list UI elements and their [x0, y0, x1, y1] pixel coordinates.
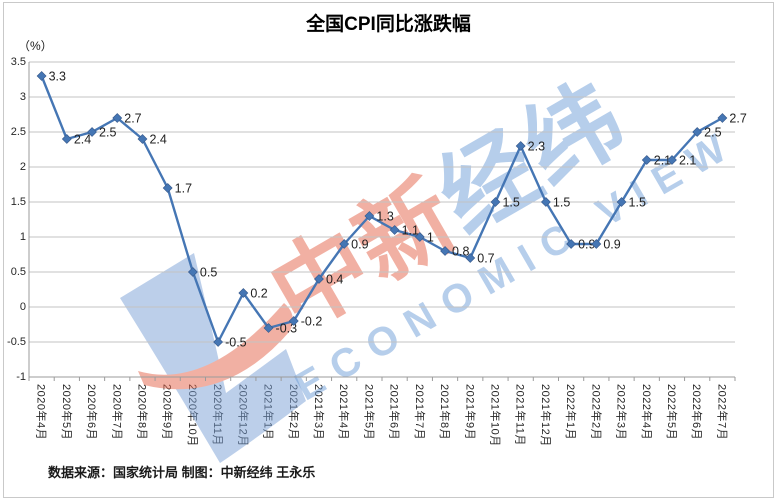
data-point-marker	[61, 134, 72, 144]
data-point-marker	[490, 197, 501, 207]
x-axis-tick-label: 2021年4月	[337, 384, 350, 441]
x-axis-tick-label: 2021年6月	[387, 384, 400, 441]
data-point-marker	[314, 274, 324, 284]
x-axis-tick-label: 2020年4月	[34, 384, 47, 441]
data-point-marker	[566, 239, 577, 249]
data-point-marker	[36, 71, 47, 81]
data-point-label: 0.5	[200, 266, 217, 280]
data-point-label: 2.5	[99, 126, 116, 140]
line-chart-plot-area: 3.32.4 2.52.72.41.70.5-0.50.2-0.3 -0.20.40…	[28, 61, 747, 381]
y-axis-tick-label: -0.5	[7, 335, 26, 348]
x-axis-tick-label: 2022年3月	[614, 384, 627, 441]
data-point-marker	[591, 239, 602, 249]
x-axis-tick-label: 2020年12月	[236, 384, 249, 447]
y-axis-tick-label: 1.5	[10, 195, 26, 208]
y-axis-tick-label: -1	[16, 370, 26, 383]
data-point-marker	[213, 337, 224, 347]
data-point-marker	[440, 246, 450, 256]
data-point-label: 0.7	[477, 252, 494, 266]
data-point-marker	[465, 253, 476, 263]
data-point-marker	[616, 197, 627, 207]
data-point-marker	[515, 141, 526, 151]
data-point-marker	[667, 155, 677, 165]
x-axis-tick-label: 2020年9月	[160, 384, 173, 441]
y-axis-tick-label: 0.5	[10, 265, 26, 278]
data-point-label: 0.4	[326, 273, 343, 287]
data-point-label: 1	[427, 231, 434, 245]
data-point-label: 0.9	[351, 238, 368, 252]
x-axis-tick-label: 2021年3月	[311, 384, 324, 441]
data-point-label: 1.7	[175, 182, 192, 196]
data-point-label: 2.1	[679, 154, 696, 168]
data-point-marker	[339, 239, 350, 249]
data-point-label: 1.5	[553, 196, 570, 210]
data-point-label: 0.9	[578, 238, 595, 252]
data-point-label: 2.7	[729, 112, 746, 126]
data-point-label: 2.3	[528, 140, 545, 154]
data-point-marker	[137, 134, 148, 144]
x-axis-tick-label: 2021年7月	[412, 384, 425, 441]
x-axis-tick-label: 2021年2月	[286, 384, 299, 441]
y-axis-tick-label: 3.5	[10, 55, 26, 68]
x-axis-tick-label: 2020年11月	[211, 384, 224, 446]
data-point-label: 1.1	[402, 224, 419, 238]
data-point-label: 2.1	[654, 154, 671, 168]
data-point-label: 0.2	[250, 287, 267, 301]
data-point-marker	[540, 197, 551, 207]
data-point-label: 2.4	[74, 133, 91, 147]
data-point-marker	[187, 267, 198, 277]
data-point-marker	[112, 113, 123, 123]
data-point-marker	[717, 113, 728, 123]
data-source-credit: 数据来源：国家统计局 制图：中新经纬 王永乐	[48, 465, 316, 480]
data-point-label: -0.5	[225, 336, 247, 350]
x-axis-tick-label: 2022年1月	[564, 384, 577, 441]
data-point-marker	[414, 232, 425, 242]
x-axis-tick-label: 2022年7月	[715, 384, 728, 441]
data-point-label: 3.3	[49, 70, 66, 84]
x-axis-tick-label: 2021年8月	[438, 384, 451, 441]
data-point-marker	[389, 225, 400, 235]
y-axis-unit-label: （%）	[18, 39, 53, 53]
data-point-marker	[364, 211, 375, 221]
data-point-label: 0.8	[452, 245, 469, 259]
y-axis-tick-label: 2	[19, 160, 26, 173]
cpi-series-line	[40, 74, 724, 344]
x-axis-tick-label: 2020年5月	[59, 384, 72, 441]
x-axis-tick-label: 2022年6月	[690, 384, 703, 441]
x-axis-tick-label: 2020年8月	[135, 384, 148, 441]
data-point-label: 2.5	[704, 126, 721, 140]
x-axis-tick-label: 2021年9月	[463, 384, 476, 441]
y-axis-tick-label: 3	[19, 90, 26, 103]
x-axis-tick-label: 2021年11月	[513, 384, 526, 446]
data-point-label: 2.7	[124, 112, 141, 126]
y-axis-tick-label: 0	[19, 300, 26, 313]
data-point-marker	[692, 127, 703, 137]
x-axis-tick-label: 2021年12月	[538, 384, 551, 447]
data-point-label: 2.4	[149, 133, 166, 147]
data-point-label: 1.5	[502, 196, 519, 210]
data-point-marker	[641, 155, 652, 165]
data-point-label: 1.3	[376, 210, 393, 224]
data-point-label: 1.5	[629, 196, 646, 210]
x-axis-tick-label: 2020年7月	[110, 384, 123, 441]
x-axis-tick-label: 2021年1月	[261, 384, 274, 441]
x-axis-tick-label: 2022年2月	[589, 384, 602, 441]
x-axis-tick-label: 2021年5月	[362, 384, 375, 441]
data-point-label: -0.2	[301, 315, 323, 329]
x-axis-tick-label: 2022年5月	[664, 384, 677, 441]
x-axis-tick-label: 2020年6月	[85, 384, 98, 441]
data-point-marker	[87, 127, 97, 137]
x-axis-tick-label: 2022年4月	[639, 384, 652, 441]
data-point-label: 0.9	[603, 238, 620, 252]
x-axis-tick-label: 2020年10月	[185, 384, 198, 447]
y-axis-tick-label: 2.5	[10, 125, 26, 138]
data-point-marker	[162, 183, 173, 193]
x-axis-tick-label: 2021年10月	[488, 384, 501, 447]
chart-title: 全国CPI同比涨跌幅	[306, 14, 471, 35]
y-axis-tick-label: 1	[19, 230, 26, 243]
